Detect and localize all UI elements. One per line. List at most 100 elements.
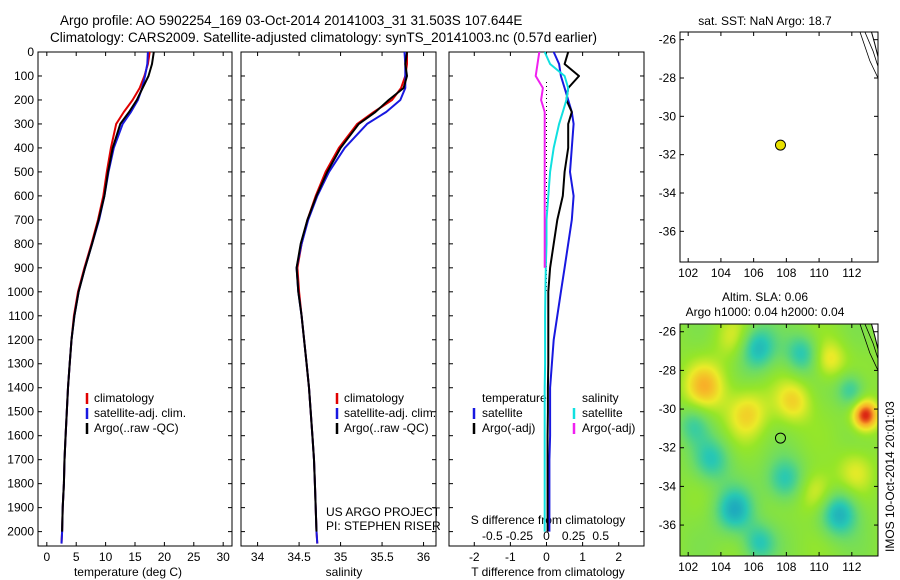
x-tick-label: -1 bbox=[505, 550, 516, 564]
salinity-diff-tick-label: 0.5 bbox=[592, 529, 609, 543]
y-tick-label: 500 bbox=[14, 165, 34, 179]
y-tick-label: 0 bbox=[27, 45, 34, 59]
y-tick-label: 1200 bbox=[7, 333, 34, 347]
salinity-panel: salinity climatology satellite-adj. clim… bbox=[240, 51, 441, 579]
salinity-diff-tick-label: -0.25 bbox=[506, 529, 534, 543]
y-tick-label: -36 bbox=[659, 224, 677, 238]
y-tick-label: 300 bbox=[14, 117, 34, 131]
temperature-xlabel: temperature (deg C) bbox=[74, 565, 182, 579]
pi-annotation: PI: STEPHEN RISER bbox=[326, 519, 441, 533]
y-tick-label: 800 bbox=[14, 237, 34, 251]
y-tick-label: -30 bbox=[659, 109, 677, 123]
x-tick-label: 35 bbox=[334, 550, 348, 564]
legend-t-argo: Argo(-adj) bbox=[482, 421, 535, 435]
x-tick-label: 104 bbox=[711, 266, 731, 280]
x-tick-label: 2 bbox=[615, 550, 622, 564]
legend-satellite-clim: satellite-adj. clim. bbox=[344, 406, 436, 420]
figure-title: Argo profile: AO 5902254_169 03-Oct-2014… bbox=[50, 13, 597, 45]
temperature-legend: climatology satellite-adj. clim. Argo(..… bbox=[94, 391, 186, 435]
x-tick-label: -2 bbox=[469, 550, 480, 564]
argo-position-marker bbox=[774, 432, 786, 444]
difference-legend: temperature salinity satellite Argo(-adj… bbox=[482, 391, 635, 435]
legend-t-satellite: satellite bbox=[482, 406, 523, 420]
timestamp-stamp: IMOS 10-Oct-2014 20:01:03 bbox=[883, 401, 897, 552]
series-line-satellite-adj--clim- bbox=[295, 51, 407, 544]
plot-frame bbox=[37, 51, 233, 547]
sla-title: Altim. SLA: 0.06 bbox=[722, 290, 808, 304]
map-frame bbox=[679, 31, 879, 263]
coastline bbox=[870, 31, 879, 58]
salinity-legend: climatology satellite-adj. clim. Argo(..… bbox=[344, 391, 436, 435]
y-tick-label: -28 bbox=[659, 363, 677, 377]
series-line-climatology bbox=[60, 51, 151, 544]
legend-s-satellite: satellite bbox=[582, 406, 623, 420]
plot-frame bbox=[240, 51, 437, 547]
sst-title: sat. SST: NaN Argo: 18.7 bbox=[698, 14, 832, 28]
difference-xlabel: T difference from climatology bbox=[471, 565, 625, 579]
legend-climatology: climatology bbox=[344, 391, 404, 405]
x-tick-label: 106 bbox=[744, 560, 764, 574]
legend-title-temperature: temperature bbox=[482, 391, 547, 405]
y-tick-label: 1100 bbox=[8, 309, 34, 323]
sla-map-panel: Altim. SLA: 0.06 Argo h1000: 0.04 h2000:… bbox=[659, 290, 879, 574]
x-tick-label: 108 bbox=[776, 560, 796, 574]
salinity-diff-tick-label: -0.5 bbox=[482, 529, 503, 543]
coastline bbox=[870, 323, 879, 350]
x-tick-label: 104 bbox=[711, 560, 731, 574]
x-tick-label: 34.5 bbox=[287, 550, 311, 564]
legend-climatology: climatology bbox=[94, 391, 154, 405]
x-tick-label: 112 bbox=[842, 560, 861, 574]
y-tick-label: 900 bbox=[14, 261, 34, 275]
coastline-contour bbox=[864, 31, 879, 67]
y-tick-label: 600 bbox=[14, 189, 34, 203]
x-tick-label: 10 bbox=[99, 550, 113, 564]
y-tick-label: 1700 bbox=[7, 453, 34, 467]
difference-panel: T difference from climatology S differen… bbox=[448, 51, 645, 579]
legend-argo: Argo(..raw -QC) bbox=[94, 421, 179, 435]
x-tick-label: 106 bbox=[744, 266, 764, 280]
legend-s-argo: Argo(-adj) bbox=[582, 421, 635, 435]
y-tick-label: -34 bbox=[659, 186, 677, 200]
x-tick-label: 30 bbox=[217, 550, 231, 564]
coastline-contour bbox=[864, 323, 879, 359]
coastline-contour bbox=[859, 323, 879, 371]
x-tick-label: 102 bbox=[678, 266, 698, 280]
x-tick-label: 110 bbox=[810, 266, 829, 280]
y-tick-label: -36 bbox=[659, 518, 677, 532]
series-line-satellite-adj--clim- bbox=[60, 51, 149, 544]
series-line-sat-salinity bbox=[543, 51, 570, 532]
x-tick-label: 36 bbox=[417, 550, 431, 564]
legend-satellite-clim: satellite-adj. clim. bbox=[94, 406, 186, 420]
series-line-argo---raw--qc- bbox=[295, 51, 408, 532]
salinity-diff-tick-label: 0.25 bbox=[562, 529, 586, 543]
x-tick-label: 34 bbox=[251, 550, 265, 564]
sla-subtitle: Argo h1000: 0.04 h2000: 0.04 bbox=[686, 305, 845, 319]
x-tick-label: 5 bbox=[73, 550, 80, 564]
y-tick-label: -32 bbox=[659, 441, 677, 455]
series-line-satellite bbox=[548, 51, 575, 532]
y-tick-label: 400 bbox=[14, 141, 34, 155]
y-tick-label: -28 bbox=[659, 71, 677, 85]
y-tick-label: -30 bbox=[659, 402, 677, 416]
x-tick-label: 15 bbox=[128, 550, 142, 564]
y-tick-label: 1300 bbox=[7, 357, 34, 371]
x-tick-label: 110 bbox=[810, 560, 829, 574]
sla-heatmap-canvas bbox=[680, 324, 878, 556]
x-tick-label: 108 bbox=[776, 266, 796, 280]
y-tick-label: 100 bbox=[14, 69, 34, 83]
y-tick-label: 1900 bbox=[7, 501, 34, 515]
x-tick-label: 0 bbox=[543, 550, 550, 564]
legend-argo: Argo(..raw -QC) bbox=[344, 421, 429, 435]
y-tick-label: 1500 bbox=[7, 405, 34, 419]
x-tick-label: 25 bbox=[187, 550, 201, 564]
y-tick-label: -26 bbox=[659, 33, 677, 47]
x-tick-label: 0 bbox=[43, 550, 50, 564]
y-tick-label: -34 bbox=[659, 479, 677, 493]
legend-title-salinity: salinity bbox=[582, 391, 619, 405]
sla-field bbox=[680, 324, 878, 556]
y-tick-label: -32 bbox=[659, 148, 677, 162]
y-tick-label: -26 bbox=[659, 325, 677, 339]
title-line-2: Climatology: CARS2009. Satellite-adjuste… bbox=[50, 30, 597, 45]
argo-position-marker bbox=[774, 139, 786, 151]
